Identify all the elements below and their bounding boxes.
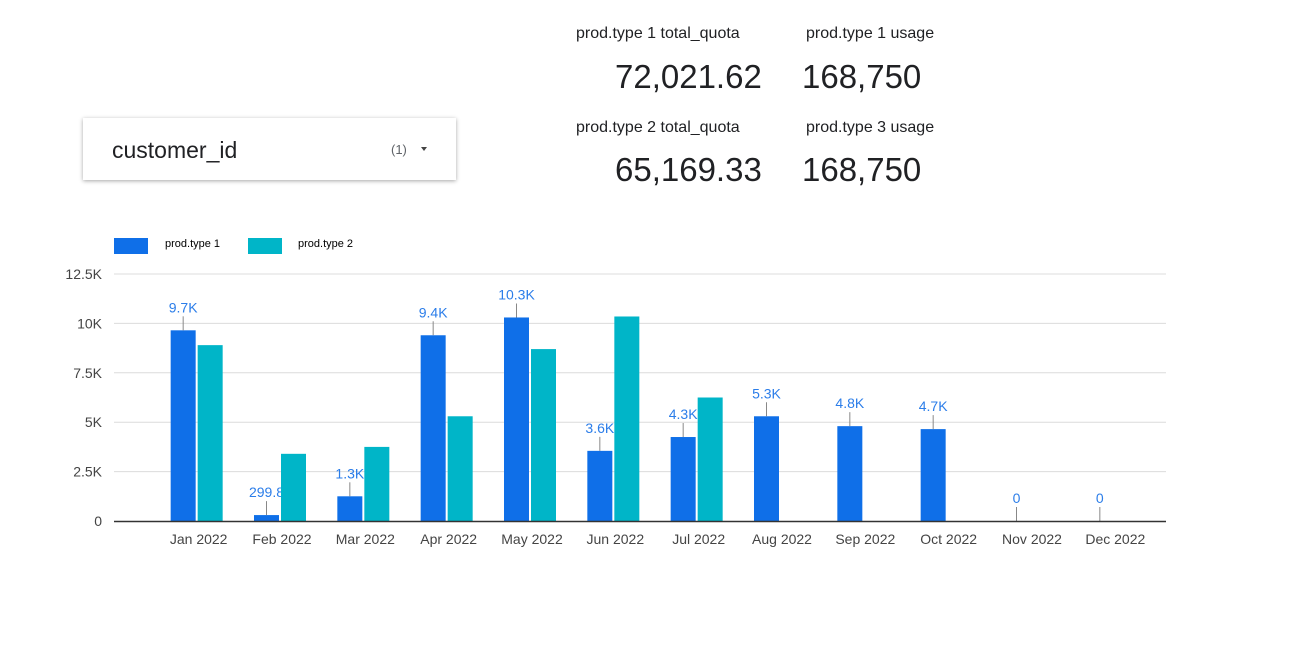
- kpi-value-type1-quota: 72,021.62: [615, 58, 762, 95]
- x-tick-label: Apr 2022: [420, 531, 477, 547]
- bar-prod-type-2: [697, 397, 723, 521]
- customer-id-filter[interactable]: customer_id (1): [83, 118, 456, 180]
- bar-prod-type-1: [254, 515, 279, 521]
- bar-prod-type-2: [281, 453, 306, 521]
- bar-prod-type-1: [670, 437, 696, 521]
- x-tick-label: Feb 2022: [252, 531, 311, 547]
- x-tick-label: May 2022: [501, 531, 563, 547]
- data-label: 9.4K: [419, 304, 448, 320]
- kpi-label-type3-usage: prod.type 3 usage: [806, 119, 935, 136]
- data-label: 5.3K: [752, 385, 781, 401]
- kpi-value-type1-usage: 168,750: [802, 58, 922, 95]
- data-label: 4.3K: [669, 406, 698, 422]
- data-label: 4.7K: [919, 398, 948, 414]
- y-tick-label: 10K: [77, 315, 103, 331]
- filter-selected-count: (1): [391, 142, 407, 157]
- x-tick-label: Sep 2022: [835, 531, 895, 547]
- y-tick-label: 5K: [85, 414, 103, 430]
- bar-prod-type-1: [337, 496, 363, 521]
- bar-prod-type-2: [531, 349, 556, 521]
- x-tick-label: Jul 2022: [672, 531, 725, 547]
- y-tick-label: 7.5K: [73, 365, 102, 381]
- legend-swatch-prod-type-2: [248, 238, 282, 254]
- legend-label-prod-type-2: prod.type 2: [298, 238, 353, 250]
- y-tick-label: 0: [94, 513, 102, 529]
- x-tick-label: Jan 2022: [170, 531, 228, 547]
- bar-prod-type-2: [614, 316, 640, 521]
- dropdown-arrow-icon[interactable]: [421, 147, 427, 151]
- bar-prod-type-2: [197, 345, 223, 521]
- kpi-value-type3-usage: 168,750: [802, 151, 922, 188]
- bar-prod-type-1: [587, 450, 613, 521]
- legend-label-prod-type-1: prod.type 1: [165, 238, 220, 250]
- data-label: 0: [1013, 490, 1021, 506]
- bar-prod-type-1: [504, 317, 529, 521]
- x-tick-label: Nov 2022: [1002, 531, 1062, 547]
- x-tick-label: Mar 2022: [336, 531, 395, 547]
- bar-prod-type-2: [447, 416, 473, 521]
- kpi-label-type1-usage: prod.type 1 usage: [806, 25, 935, 42]
- y-tick-label: 12.5K: [65, 266, 102, 282]
- kpi-label-type1-quota: prod.type 1 total_quota: [576, 25, 740, 42]
- y-tick-label: 2.5K: [73, 464, 102, 480]
- bar-prod-type-2: [364, 446, 390, 521]
- x-tick-label: Aug 2022: [752, 531, 812, 547]
- x-tick-label: Oct 2022: [920, 531, 977, 547]
- legend-swatch-prod-type-1: [114, 238, 148, 254]
- filter-label: customer_id: [112, 137, 238, 163]
- x-tick-label: Jun 2022: [587, 531, 645, 547]
- data-label: 4.8K: [835, 395, 864, 411]
- data-label: 1.3K: [335, 465, 364, 481]
- kpi-label-type2-quota: prod.type 2 total_quota: [576, 119, 740, 136]
- data-label: 3.6K: [585, 420, 614, 436]
- bar-prod-type-1: [920, 429, 946, 521]
- kpi-value-type2-quota: 65,169.33: [615, 151, 762, 188]
- bar-prod-type-1: [170, 330, 196, 521]
- bar-prod-type-1: [754, 416, 779, 521]
- x-tick-label: Dec 2022: [1085, 531, 1145, 547]
- bar-prod-type-1: [837, 426, 863, 521]
- data-label: 299.8: [249, 484, 284, 500]
- data-label: 9.7K: [169, 299, 198, 315]
- bar-prod-type-1: [420, 335, 446, 521]
- data-label: 0: [1096, 490, 1104, 506]
- data-label: 10.3K: [498, 286, 535, 302]
